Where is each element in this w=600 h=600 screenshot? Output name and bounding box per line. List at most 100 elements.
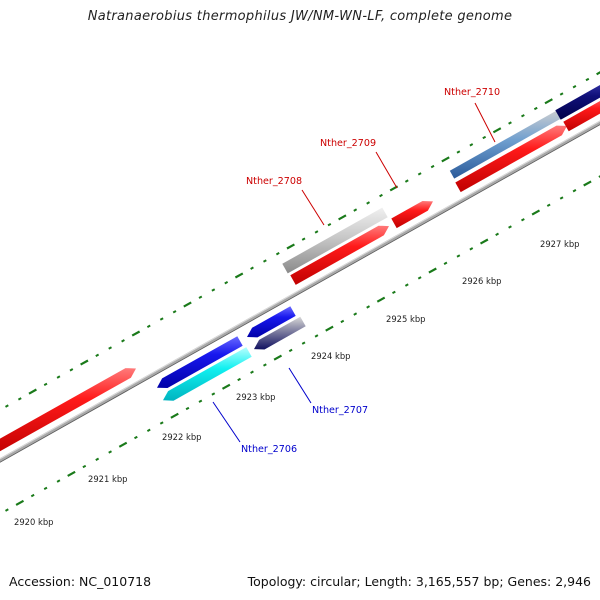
leader-line-nther-2710: [474, 102, 496, 143]
minor-tick: [469, 143, 474, 147]
gene-bar-reverse-b: [247, 306, 296, 338]
gene-bar-forward-a: [0, 368, 136, 452]
leader-line-nther-2707: [288, 367, 312, 404]
gene-bar-nther-2709: [391, 201, 433, 229]
major-tick: [80, 359, 89, 366]
major-tick: [183, 301, 192, 308]
minor-tick: [5, 508, 9, 512]
minor-tick: [198, 399, 203, 403]
gene-label-nther-2708: Nther_2708: [246, 176, 302, 187]
minor-tick: [404, 179, 409, 183]
genome-title: Natranaerobius thermophilus JW/NM-WN-LF,…: [87, 9, 513, 24]
major-tick: [286, 243, 295, 250]
gene-bar-nther-2710: [449, 108, 565, 179]
minor-tick: [572, 189, 577, 193]
minor-tick: [327, 223, 332, 227]
minor-tick: [482, 135, 487, 140]
minor-tick: [314, 230, 319, 234]
gene-bar-forward-c: [563, 101, 600, 132]
major-tick: [479, 238, 489, 245]
major-tick: [131, 330, 141, 337]
minor-tick: [456, 150, 461, 154]
major-tick: [376, 296, 386, 303]
backbone-highlight: [0, 120, 600, 460]
minor-tick: [353, 208, 358, 212]
leader-line-nther-2709: [375, 151, 398, 189]
minor-tick: [521, 218, 525, 222]
major-tick: [15, 499, 25, 506]
minor-tick: [69, 368, 74, 372]
major-tick: [583, 180, 592, 187]
major-tick: [221, 383, 231, 390]
minor-tick: [82, 464, 87, 469]
minor-tick: [585, 77, 590, 82]
gene-label-nther-2707: Nther_2707: [312, 405, 368, 416]
accession-text: Accession: NC_010718: [9, 574, 152, 589]
minor-tick: [456, 254, 461, 258]
major-tick: [338, 214, 347, 221]
minor-tick: [159, 317, 164, 321]
minor-tick: [508, 121, 512, 125]
scale-tick-label: 2926 kbp: [462, 276, 501, 286]
minor-tick: [417, 172, 422, 176]
scale-tick-label: 2920 kbp: [14, 517, 53, 527]
minor-tick: [430, 164, 435, 169]
minor-tick: [263, 259, 267, 263]
major-tick: [67, 470, 76, 477]
minor-tick: [598, 175, 600, 178]
minor-tick: [301, 341, 306, 345]
minor-tick: [121, 339, 125, 343]
gene-label-nther-2710: Nther_2710: [444, 87, 500, 98]
minor-tick: [263, 363, 267, 367]
minor-tick: [108, 346, 112, 350]
major-tick: [441, 156, 450, 163]
minor-tick: [146, 324, 151, 328]
minor-tick: [392, 290, 396, 294]
minor-tick: [572, 85, 577, 89]
scale-tick-label: 2924 kbp: [311, 351, 350, 361]
minor-tick: [404, 283, 409, 287]
major-tick: [531, 209, 541, 216]
backbone-line: [0, 120, 600, 462]
minor-tick: [198, 295, 203, 299]
scale-tick-label: 2927 kbp: [540, 239, 579, 249]
minor-tick: [17, 397, 22, 401]
major-tick: [273, 354, 283, 361]
minor-tick: [250, 370, 254, 374]
genome-summary-text: Topology: circular; Length: 3,165,557 bp…: [247, 574, 591, 589]
minor-tick: [417, 276, 422, 280]
minor-tick: [211, 392, 216, 396]
minor-tick: [146, 428, 151, 432]
gene-bar-forward-b: [455, 125, 567, 193]
major-tick: [234, 272, 244, 279]
minor-tick: [275, 252, 280, 256]
gene-bar-reverse-a: [157, 336, 243, 388]
minor-tick: [172, 310, 177, 314]
minor-tick: [533, 106, 538, 111]
minor-tick: [134, 435, 138, 440]
minor-tick: [250, 266, 254, 270]
gene-bar-nther-2706: [163, 347, 252, 401]
minor-tick: [159, 421, 164, 425]
minor-tick: [288, 348, 293, 353]
minor-tick: [559, 92, 564, 96]
minor-tick: [521, 114, 525, 118]
minor-tick: [443, 261, 448, 265]
gene-bar-nther-2710-cont: [555, 85, 600, 120]
minor-tick: [56, 375, 61, 379]
minor-tick: [495, 232, 499, 236]
leader-line-nther-2706: [212, 401, 241, 443]
minor-tick: [353, 312, 358, 316]
minor-tick: [508, 225, 512, 229]
minor-tick: [43, 382, 48, 386]
minor-tick: [237, 377, 241, 382]
gene-bar-nther-2707: [254, 316, 306, 350]
major-tick: [428, 267, 437, 274]
major-tick: [492, 127, 502, 134]
minor-tick: [211, 288, 216, 292]
minor-tick: [340, 319, 345, 324]
minor-tick: [5, 404, 9, 408]
gene-bar-nther-2708-forward: [290, 225, 389, 285]
scale-tick-label: 2925 kbp: [386, 314, 425, 324]
minor-tick: [224, 281, 229, 285]
